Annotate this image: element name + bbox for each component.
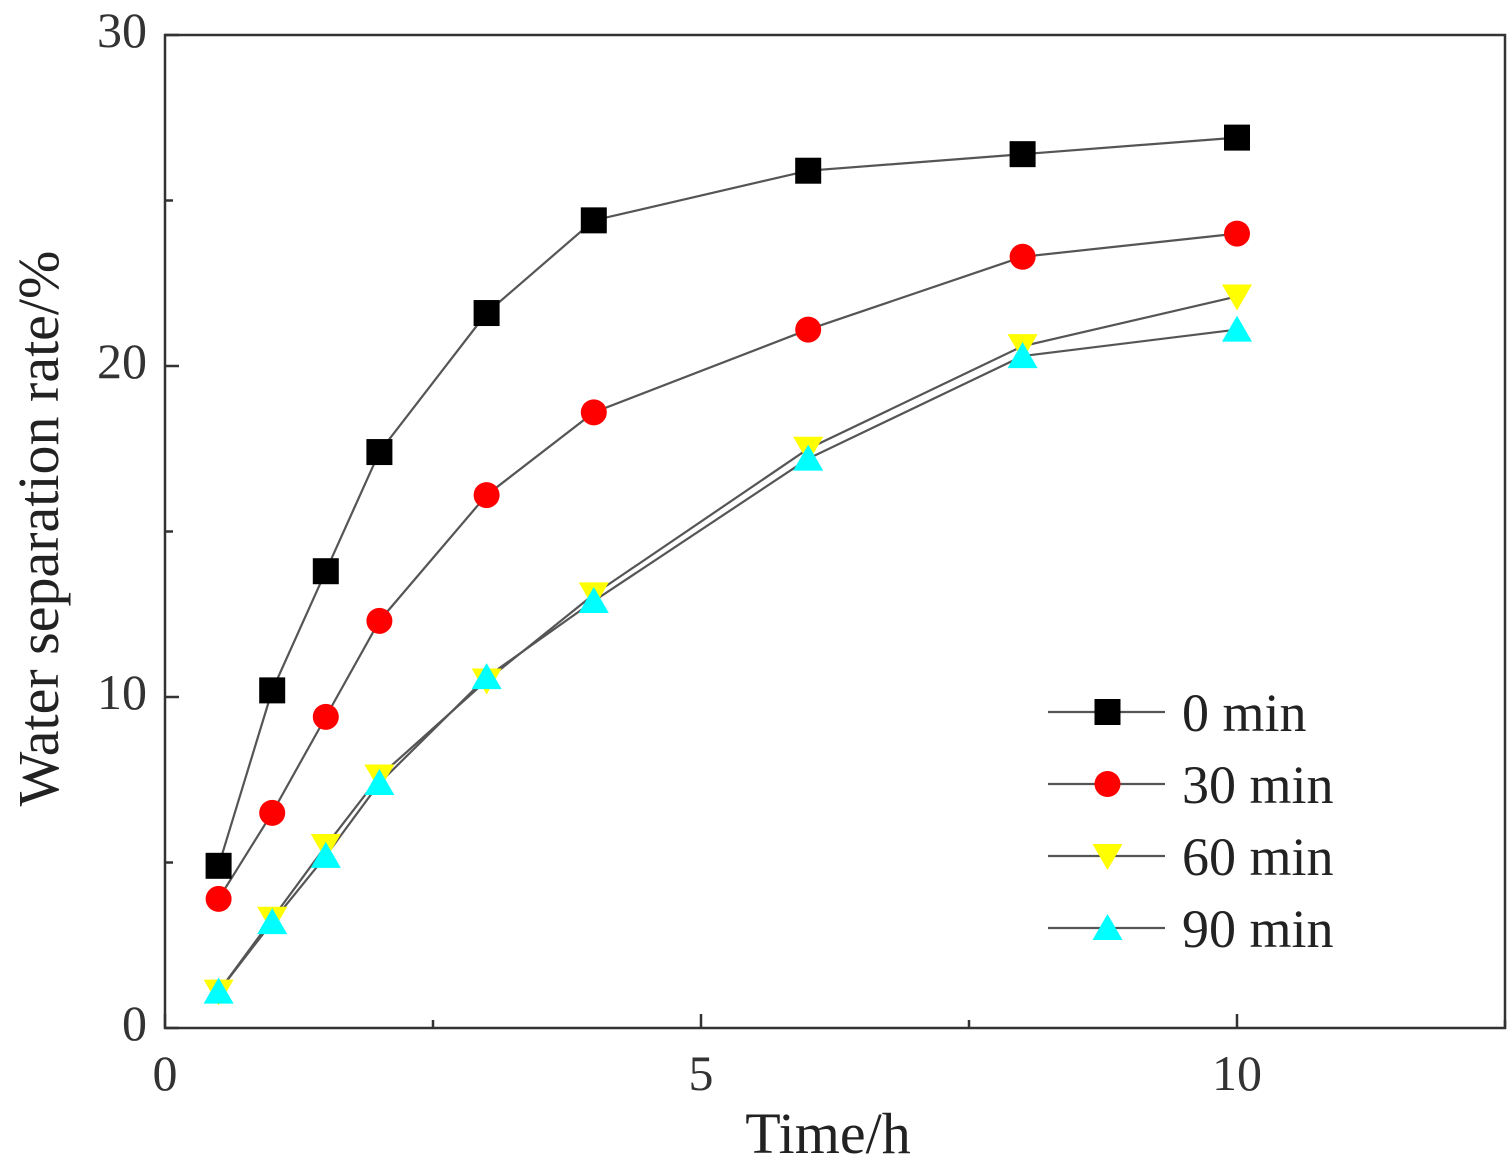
series-group xyxy=(203,124,1252,1006)
y-axis-title: Water separation rate/% xyxy=(6,251,71,807)
data-point-30-min xyxy=(1009,243,1036,270)
data-point-90-min xyxy=(203,977,234,1004)
data-point-0-min xyxy=(312,558,339,585)
y-tick-label: 30 xyxy=(97,2,147,58)
axes: 0 5 10 0 10 20 30 xyxy=(97,2,1507,1101)
data-point-30-min xyxy=(312,703,339,730)
data-point-90-min xyxy=(257,908,288,935)
data-point-30-min xyxy=(473,482,500,509)
data-point-30-min xyxy=(795,316,822,343)
y-tick-label: 0 xyxy=(122,995,147,1051)
series-line-60-min xyxy=(217,295,1238,993)
data-point-0-min xyxy=(580,207,607,234)
data-point-90-min xyxy=(793,444,824,471)
data-point-0-min xyxy=(1009,141,1036,168)
y-tick-label: 20 xyxy=(97,333,147,389)
series-line-90-min xyxy=(217,328,1238,993)
legend-label-60-min: 60 min xyxy=(1182,827,1334,887)
data-point-30-min xyxy=(580,399,607,426)
legend-marker-0-min xyxy=(1094,699,1121,725)
series-line-30-min xyxy=(217,232,1238,900)
y-tick-label: 10 xyxy=(97,664,147,720)
legend-marker-30-min xyxy=(1094,771,1121,797)
data-point-90-min xyxy=(1007,342,1038,369)
data-point-30-min xyxy=(205,885,232,912)
series-line-0-min xyxy=(217,136,1238,867)
legend-label-0-min: 0 min xyxy=(1182,683,1307,743)
data-point-90-min xyxy=(578,587,609,614)
legend-marker-90-min xyxy=(1092,914,1123,940)
data-point-0-min xyxy=(795,157,822,184)
x-tick-label: 10 xyxy=(1212,1045,1262,1101)
legend-marker-60-min xyxy=(1092,844,1123,870)
data-point-0-min xyxy=(1224,124,1250,151)
x-tick-label: 5 xyxy=(689,1045,714,1101)
data-point-30-min xyxy=(259,799,286,826)
data-point-0-min xyxy=(205,852,232,879)
data-point-0-min xyxy=(259,677,286,704)
data-point-30-min xyxy=(1224,220,1250,247)
data-point-90-min xyxy=(1222,315,1252,342)
data-point-30-min xyxy=(366,607,393,634)
x-axis-title: Time/h xyxy=(745,1101,910,1166)
legend-label-30-min: 30 min xyxy=(1182,755,1334,815)
data-point-90-min xyxy=(471,663,502,690)
data-point-90-min xyxy=(364,769,395,796)
legend: 0 min 30 min 60 min 90 min xyxy=(1048,683,1334,959)
data-point-0-min xyxy=(473,300,500,327)
legend-label-90-min: 90 min xyxy=(1182,899,1334,959)
data-point-90-min xyxy=(310,841,341,868)
x-tick-label: 0 xyxy=(153,1045,178,1101)
data-point-0-min xyxy=(366,439,393,466)
data-point-60-min xyxy=(1222,284,1252,311)
